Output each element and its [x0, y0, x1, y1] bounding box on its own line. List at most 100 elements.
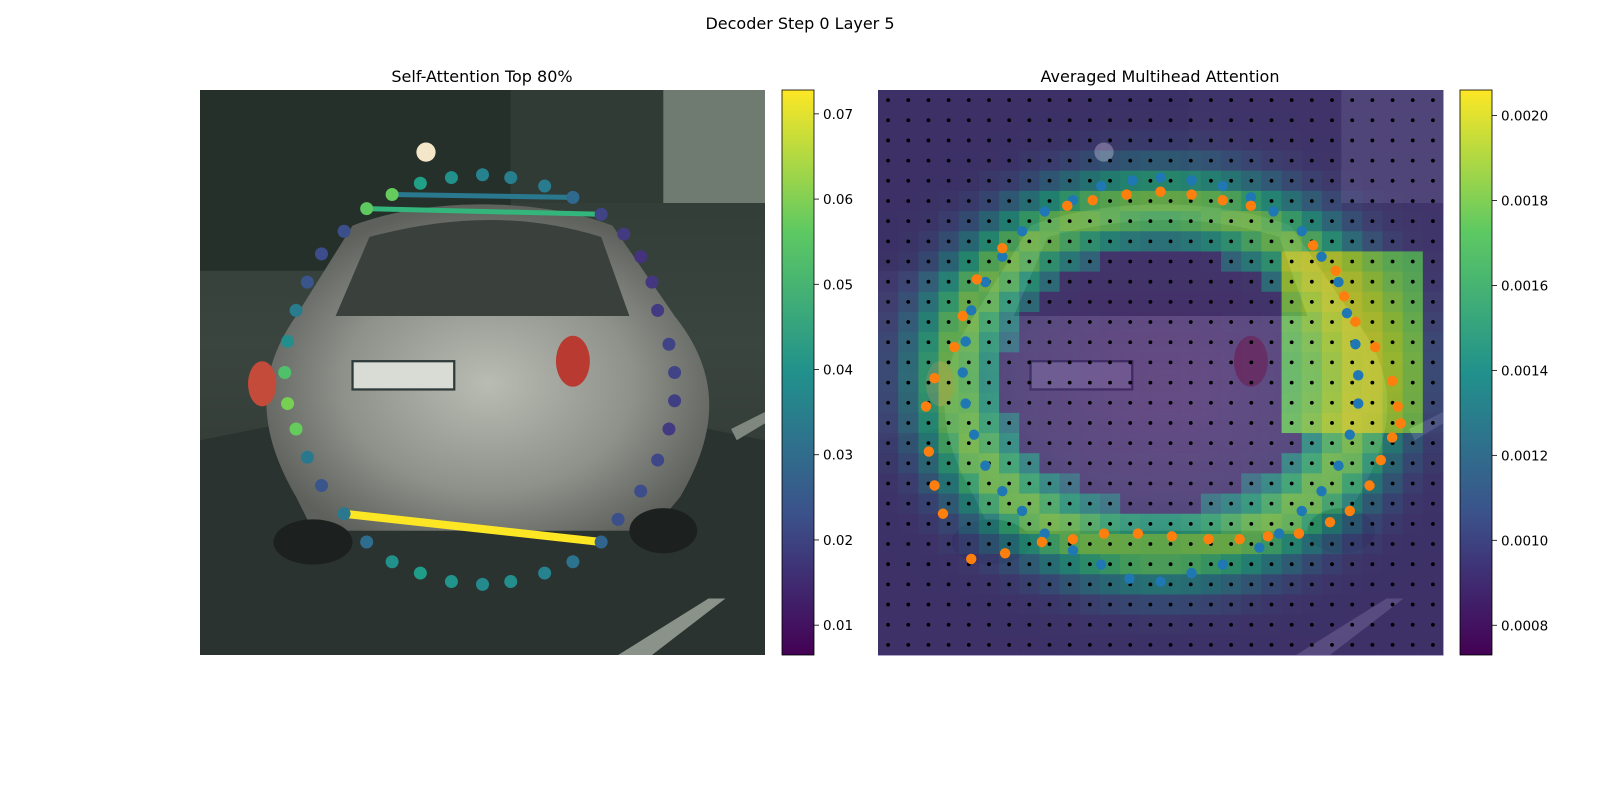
grid-dot [946, 178, 951, 183]
grid-dot [1188, 219, 1193, 224]
grid-dot [1007, 643, 1012, 647]
grid-dot [1007, 138, 1012, 143]
grid-dot [1249, 542, 1254, 546]
grid-dot [987, 380, 991, 385]
grid-dot [946, 582, 951, 587]
grid-dot [1087, 239, 1092, 244]
grid-dot [1229, 219, 1234, 224]
query-point-series1-21 [1262, 531, 1274, 542]
grid-dot [1047, 239, 1052, 244]
grid-dot [1148, 582, 1153, 587]
grid-dot [1309, 199, 1314, 203]
multihead-attention-panel: Averaged Multihead Attention 0.0008 0.001… [878, 67, 1548, 656]
grid-dot [1108, 622, 1112, 627]
grid-dot [1168, 441, 1173, 446]
grid-dot [1309, 158, 1314, 163]
grid-dot [1027, 602, 1032, 607]
grid-dot [1067, 602, 1072, 607]
grid-dot [1309, 400, 1314, 405]
grid-dot [926, 219, 931, 224]
grid-dot [1390, 582, 1395, 587]
grid-dot [1087, 158, 1092, 163]
grid-dot [1007, 542, 1012, 546]
grid-dot [1330, 340, 1334, 345]
grid-dot [1289, 562, 1294, 567]
grid-dot [1309, 138, 1314, 143]
query-point-series0-11 [1341, 307, 1353, 319]
multihead-colorbar-tick-label: 0.0020 [1501, 108, 1548, 124]
grid-dot [886, 441, 890, 446]
grid-dot [1370, 562, 1375, 567]
grid-dot [1410, 582, 1415, 587]
grid-dot [1148, 622, 1153, 627]
grid-dot [1047, 178, 1052, 183]
self-attention-edge-0 [392, 192, 573, 200]
grid-dot [1249, 481, 1254, 486]
grid-dot [946, 138, 951, 143]
grid-dot [1007, 158, 1012, 163]
grid-dot [926, 98, 931, 102]
grid-dot [1108, 259, 1112, 264]
grid-dot [1027, 441, 1032, 446]
grid-dot [1087, 360, 1092, 365]
query-point-series0-31 [968, 429, 980, 440]
grid-dot [1027, 562, 1032, 567]
grid-dot [906, 380, 911, 385]
self-attention-edges [343, 192, 602, 546]
grid-dot [1370, 622, 1375, 627]
grid-dot [1330, 259, 1334, 264]
self-attention-colorbar-tick-label: 0.04 [823, 363, 853, 379]
grid-dot [1087, 622, 1092, 627]
grid-dot [1209, 421, 1213, 425]
grid-dot [1249, 461, 1254, 466]
grid-dot [966, 98, 971, 102]
grid-dot [1410, 602, 1415, 607]
grid-dot [987, 582, 991, 587]
grid-dot [1269, 421, 1274, 425]
grid-dot [1390, 542, 1395, 546]
grid-dot [1108, 239, 1112, 244]
grid-dot [1148, 239, 1153, 244]
grid-dot [1350, 158, 1355, 163]
grid-dot [1289, 239, 1294, 244]
grid-dot [1209, 521, 1213, 526]
grid-dot [1168, 340, 1173, 345]
grid-dot [987, 622, 991, 627]
grid-dot [1067, 380, 1072, 385]
grid-dot [1087, 320, 1092, 324]
self-attention-point-14 [634, 484, 648, 498]
grid-dot [1108, 138, 1112, 143]
query-point-series0-23 [1155, 576, 1166, 587]
grid-dot [1128, 441, 1133, 446]
self-attention-point-0 [476, 168, 489, 182]
grid-dot [1350, 118, 1355, 123]
grid-dot [987, 340, 991, 345]
grid-dot [1431, 521, 1435, 526]
grid-dot [1249, 622, 1254, 627]
grid-dot [1128, 380, 1133, 385]
grid-dot [1370, 178, 1375, 183]
grid-dot [1269, 320, 1274, 324]
grid-dot [1188, 521, 1193, 526]
grid-dot [1027, 340, 1032, 345]
grid-dot [1007, 562, 1012, 567]
grid-dot [1431, 259, 1435, 264]
grid-dot [1229, 158, 1234, 163]
grid-dot [1390, 158, 1395, 163]
grid-dot [1370, 582, 1375, 587]
figure-suptitle: Decoder Step 0 Layer 5 [705, 14, 894, 33]
grid-dot [1188, 441, 1193, 446]
query-point-series1-5 [1217, 194, 1228, 206]
grid-dot [1431, 279, 1435, 284]
grid-dot [1188, 340, 1193, 345]
grid-dot [1188, 320, 1193, 324]
grid-dot [1007, 219, 1012, 224]
grid-dot [1330, 178, 1334, 183]
grid-dot [1087, 481, 1092, 486]
self-attention-point-1 [504, 171, 518, 185]
grid-dot [1330, 360, 1334, 365]
query-point-series0-28 [1016, 505, 1028, 517]
grid-dot [1269, 199, 1274, 203]
grid-dot [966, 299, 971, 304]
grid-dot [906, 501, 911, 506]
